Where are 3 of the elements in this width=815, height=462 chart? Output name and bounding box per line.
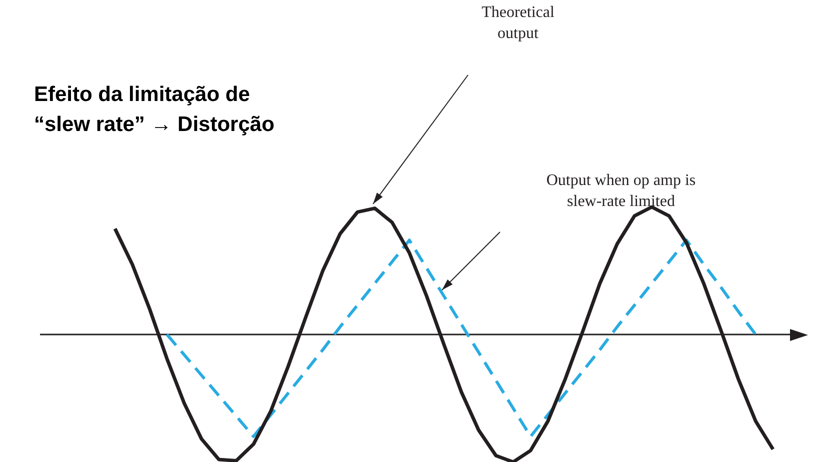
chart-title: Efeito da limitação de “slew rate” → Distorção [34,82,276,138]
annotation: Output when op amp is slew-rate limited [545,171,697,212]
text: Theoretical output [480,3,556,44]
